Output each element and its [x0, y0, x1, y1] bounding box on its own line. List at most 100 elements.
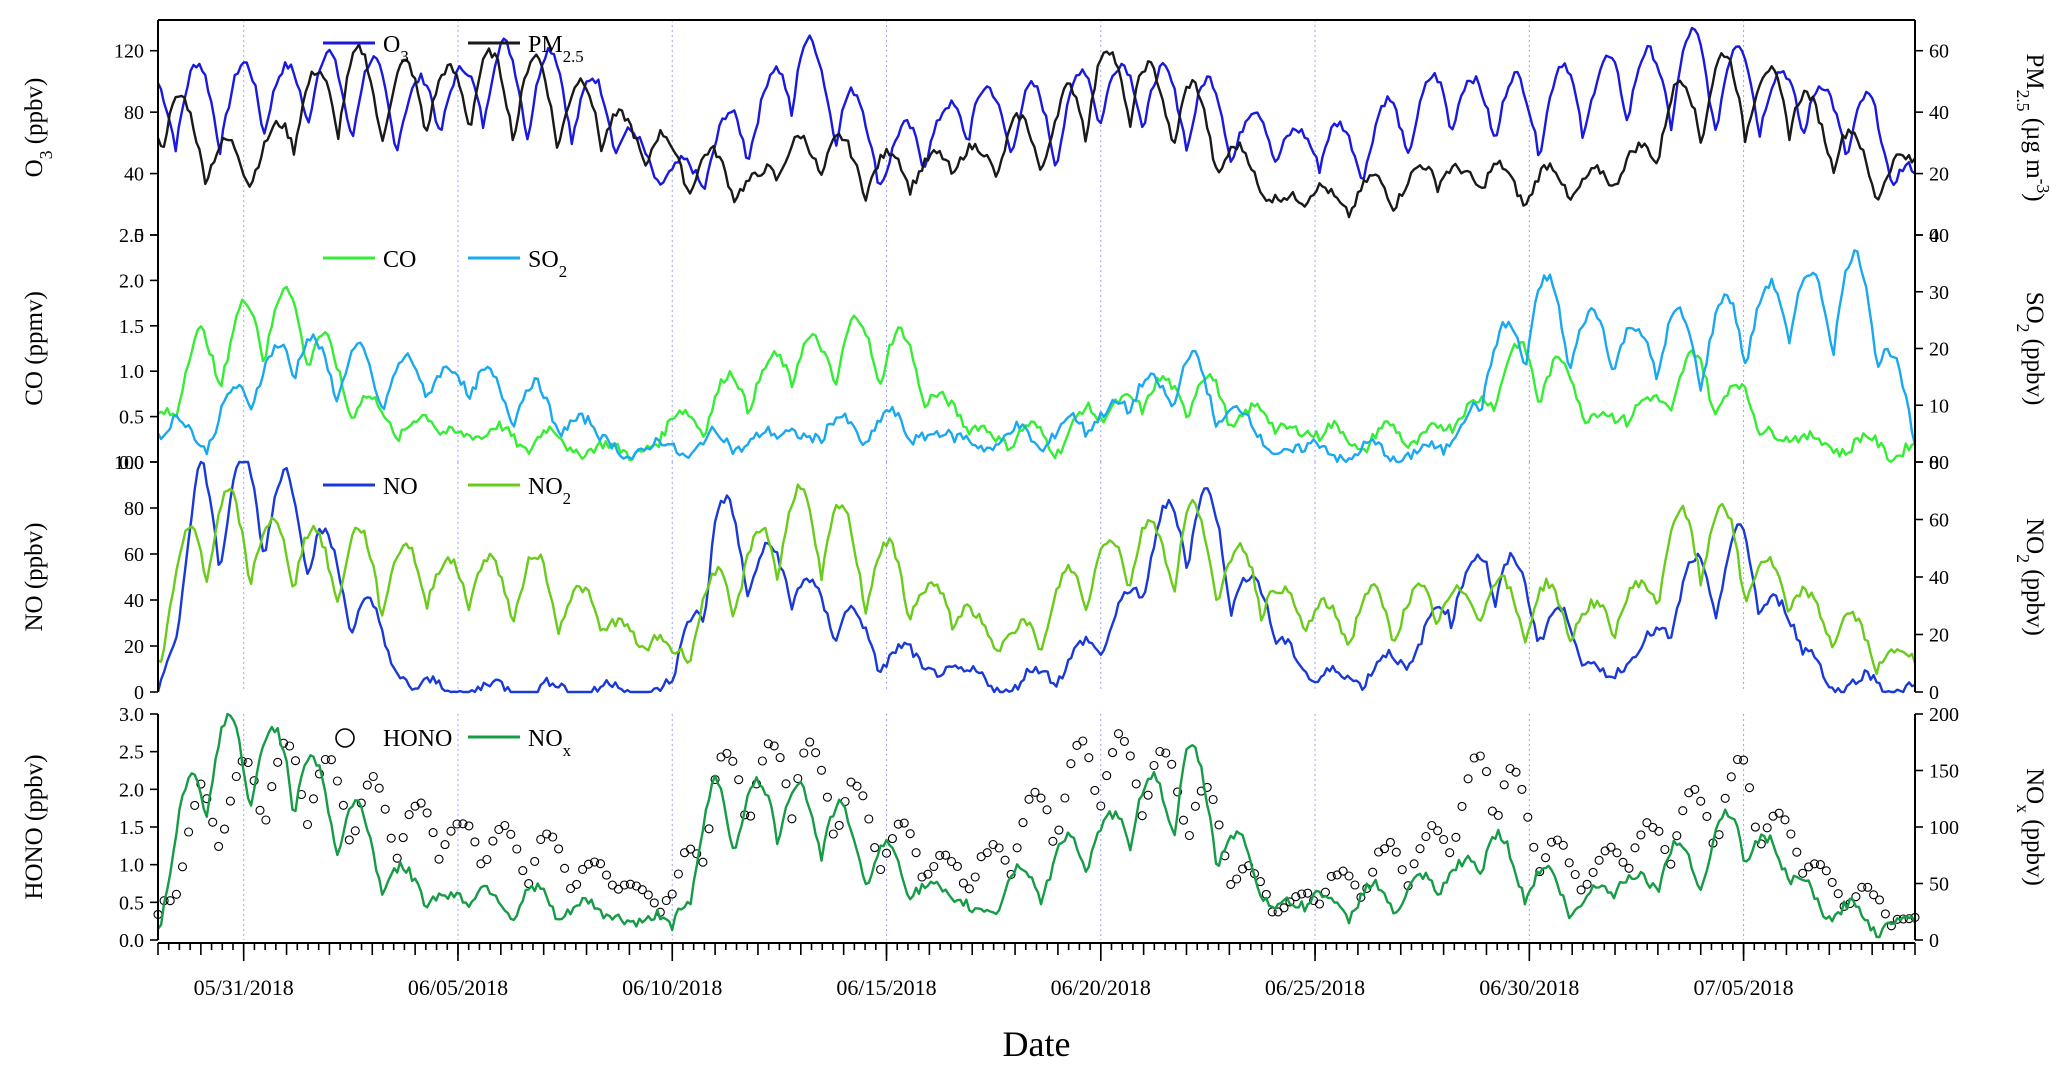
hono-marker [722, 748, 732, 758]
hono-marker [578, 864, 588, 874]
hono-marker [1654, 826, 1664, 836]
hono-marker [452, 819, 462, 829]
hono-marker [1696, 796, 1706, 806]
hono-marker [923, 869, 933, 879]
hono-marker [1445, 848, 1455, 858]
hono-marker [1756, 839, 1766, 849]
series-line [156, 249, 1917, 464]
right-tick-label: 20 [1929, 625, 1949, 647]
hono-marker [1024, 794, 1034, 804]
left-tick-label: 1.5 [119, 316, 144, 338]
hono-marker [1594, 855, 1604, 865]
left-tick-label: 2.0 [119, 779, 144, 801]
hono-marker [362, 780, 372, 790]
left-tick-label: 0.5 [119, 892, 144, 914]
hono-marker [1869, 890, 1879, 900]
hono-marker [775, 753, 785, 763]
left-axis-title: HONO (ppbv) [21, 754, 48, 899]
hono-marker [255, 805, 265, 815]
hono-marker [1232, 874, 1242, 884]
hono-marker [870, 843, 880, 853]
hono-marker [887, 834, 897, 844]
hono-marker [1326, 871, 1336, 881]
hono-marker [1618, 857, 1628, 867]
left-tick-label: 1.5 [119, 817, 144, 839]
legend-label: NO [383, 474, 418, 500]
hono-marker [1684, 788, 1694, 798]
hono-marker [988, 839, 998, 850]
hono-marker [1481, 767, 1492, 777]
hono-marker [864, 814, 874, 824]
hono-marker [799, 748, 809, 758]
hono-marker [757, 756, 767, 766]
hono-marker [1720, 793, 1730, 803]
left-tick-label: 40 [124, 590, 144, 612]
hono-marker [1279, 903, 1289, 913]
series-co [157, 275, 1916, 464]
right-tick-label: 50 [1929, 874, 1949, 896]
hono-marker [1642, 818, 1652, 828]
hono-marker [398, 833, 408, 843]
left-tick-label: 0.5 [119, 407, 144, 429]
series-hono [153, 721, 1920, 931]
hono-marker [1523, 812, 1533, 822]
hono-marker [1226, 879, 1236, 889]
hono-marker [958, 878, 968, 888]
hono-marker [1833, 889, 1843, 899]
hono-marker [350, 826, 360, 836]
left-tick-label: 60 [124, 544, 144, 566]
hono-marker [464, 821, 474, 831]
hono-marker [1582, 879, 1592, 889]
right-tick-label: 10 [1929, 395, 1949, 417]
hono-marker [1102, 771, 1112, 781]
hono-marker [1517, 784, 1527, 794]
axes [150, 19, 1923, 961]
hono-marker [1570, 869, 1580, 880]
hono-marker [171, 889, 181, 899]
hono-marker [1391, 847, 1401, 857]
x-axis-title: Date [1003, 1024, 1071, 1064]
legend-label: O3 [383, 32, 409, 66]
hono-marker [548, 832, 558, 842]
legend-item: SO2 [468, 247, 567, 281]
right-tick-label: 60 [1929, 510, 1949, 532]
hono-marker [917, 872, 927, 882]
hono-marker [881, 848, 892, 858]
left-tick-label: 80 [124, 498, 144, 520]
hono-marker [970, 872, 980, 882]
data-series [153, 19, 1920, 939]
hono-marker [1857, 882, 1867, 892]
hono-marker [1702, 811, 1712, 821]
hono-marker [572, 879, 582, 889]
hono-marker [1368, 867, 1378, 877]
right-tick-label: 80 [1929, 452, 1949, 474]
hono-marker [1739, 755, 1749, 765]
hono-marker [834, 820, 844, 830]
right-tick-label: 20 [1929, 339, 1949, 361]
hono-marker [1499, 780, 1509, 790]
hono-marker [899, 818, 909, 828]
hono-marker [1564, 858, 1574, 868]
series-line [157, 712, 1917, 939]
x-tick-label: 06/10/2018 [622, 975, 722, 1000]
hono-marker [1588, 867, 1598, 877]
hono-marker [1624, 863, 1634, 873]
right-tick-label: 60 [1929, 41, 1949, 63]
hono-marker [893, 819, 903, 829]
legend-item: CO [323, 247, 416, 273]
left-tick-label: 2.5 [119, 742, 144, 764]
hono-marker [858, 791, 868, 801]
right-tick-label: 200 [1929, 704, 1959, 726]
hono-marker [935, 850, 945, 860]
hono-marker [667, 889, 677, 899]
hono-marker [1161, 748, 1171, 758]
hono-marker [1529, 842, 1539, 852]
hono-marker [763, 739, 773, 749]
hono-marker [285, 741, 295, 751]
hono-marker [619, 880, 629, 890]
hono-marker [1018, 818, 1028, 828]
hono-marker [1612, 848, 1622, 858]
hono-marker [686, 844, 696, 854]
left-tick-label: 0 [134, 682, 144, 704]
